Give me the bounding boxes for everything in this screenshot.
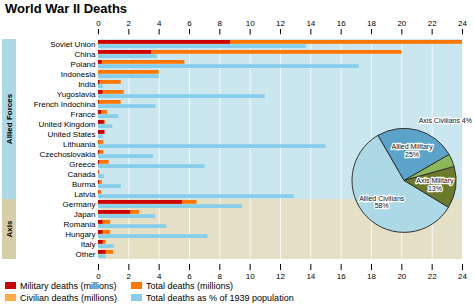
svg-text:20: 20 <box>397 272 406 280</box>
svg-text:8: 8 <box>218 272 223 280</box>
svg-text:Yugoslavia: Yugoslavia <box>57 90 96 99</box>
svg-text:Poland: Poland <box>71 60 96 69</box>
svg-text:10: 10 <box>246 19 255 28</box>
svg-text:20: 20 <box>397 19 406 28</box>
svg-text:Other: Other <box>75 250 95 259</box>
svg-text:Greece: Greece <box>69 160 96 169</box>
svg-text:4: 4 <box>157 19 162 28</box>
svg-text:Czechoslovakia: Czechoslovakia <box>39 150 96 159</box>
svg-text:Hungary: Hungary <box>65 230 95 239</box>
html-text:Military deaths (millions): Military deaths (millions) <box>20 280 117 291</box>
svg-text:Soviet Union: Soviet Union <box>50 40 95 49</box>
svg-text:24: 24 <box>458 19 467 28</box>
html-text:World War II Deaths: World War II Deaths <box>5 1 128 16</box>
svg-text:0: 0 <box>96 19 101 28</box>
svg-text:0: 0 <box>96 272 101 280</box>
svg-text:France: France <box>71 110 96 119</box>
svg-text:16: 16 <box>337 19 346 28</box>
svg-text:Axis: Axis <box>5 220 14 237</box>
svg-text:18: 18 <box>367 272 376 280</box>
svg-text:10: 10 <box>246 272 255 280</box>
svg-text:12: 12 <box>276 272 285 280</box>
svg-text:24: 24 <box>458 272 467 280</box>
svg-text:Axis Military13%: Axis Military13% <box>416 177 454 192</box>
svg-text:6: 6 <box>187 19 192 28</box>
svg-text:Canada: Canada <box>67 170 96 179</box>
html-text:Total deaths as % of 1939 popu: Total deaths as % of 1939 population <box>146 292 294 303</box>
svg-text:India: India <box>78 80 96 89</box>
svg-text:Latvia: Latvia <box>74 190 96 199</box>
svg-text:United Kingdom: United Kingdom <box>39 120 96 129</box>
svg-text:China: China <box>75 50 96 59</box>
svg-text:Allied Civilians58%: Allied Civilians58% <box>359 195 405 210</box>
svg-text:French Indochina: French Indochina <box>34 100 96 109</box>
svg-text:2: 2 <box>127 19 132 28</box>
html-text:Total deaths (millions): Total deaths (millions) <box>146 280 234 291</box>
svg-text:6: 6 <box>187 272 192 280</box>
svg-text:Germany: Germany <box>63 200 96 209</box>
svg-text:Indonesia: Indonesia <box>61 70 96 79</box>
svg-text:Allied Military25%: Allied Military25% <box>391 143 433 158</box>
svg-text:Japan: Japan <box>74 210 96 219</box>
svg-text:16: 16 <box>337 272 346 280</box>
svg-text:Romania: Romania <box>63 220 96 229</box>
svg-text:18: 18 <box>367 19 376 28</box>
html-text:Civilian deaths (millions): Civilian deaths (millions) <box>20 292 117 303</box>
svg-text:12: 12 <box>276 19 285 28</box>
svg-text:8: 8 <box>218 19 223 28</box>
svg-text:22: 22 <box>428 19 437 28</box>
svg-text:14: 14 <box>306 272 315 280</box>
svg-text:United States: United States <box>47 130 95 139</box>
svg-text:Burma: Burma <box>72 180 96 189</box>
svg-text:2: 2 <box>127 272 132 280</box>
svg-text:Lithuania: Lithuania <box>63 140 96 149</box>
svg-text:Allied Forces: Allied Forces <box>5 93 14 144</box>
svg-text:22: 22 <box>428 272 437 280</box>
svg-text:Italy: Italy <box>81 240 96 249</box>
svg-text:Axis Civilians 4%: Axis Civilians 4% <box>419 117 472 124</box>
svg-text:14: 14 <box>306 19 315 28</box>
svg-text:4: 4 <box>157 272 162 280</box>
